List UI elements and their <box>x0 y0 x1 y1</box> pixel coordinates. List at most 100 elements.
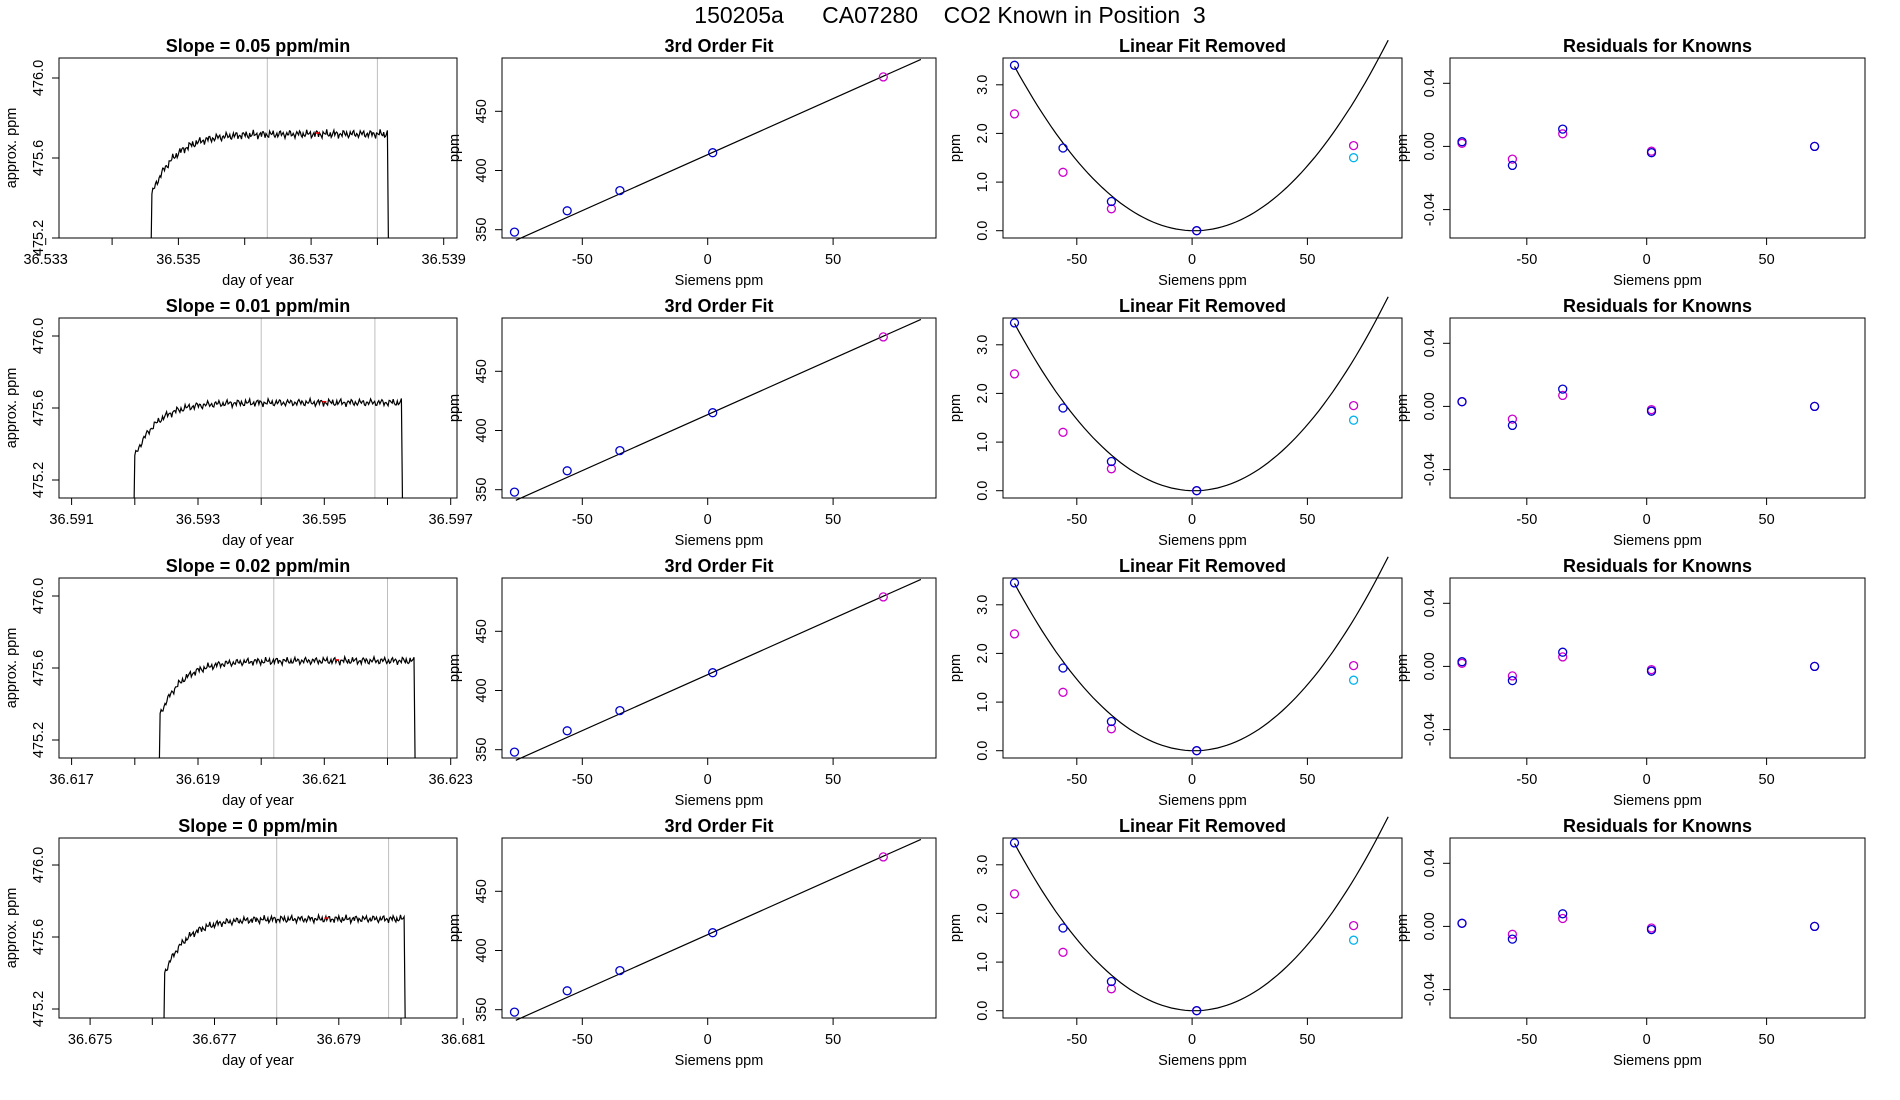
data-point-pass1 <box>1009 60 1020 70</box>
y-axis-label: ppm <box>948 134 964 162</box>
data-point <box>615 445 625 456</box>
data-point-pass1 <box>1348 415 1359 425</box>
x-tick-label: 36.537 <box>289 252 333 268</box>
data-point-pass2 <box>1106 204 1117 214</box>
y-tick-label: 0.00 <box>1422 392 1438 420</box>
data-point <box>878 72 888 82</box>
y-axis-label: ppm <box>948 654 964 682</box>
residual-point-pass1 <box>1809 661 1820 672</box>
y-axis-label: ppm <box>447 394 463 422</box>
x-tick-label: 0 <box>1188 1032 1196 1048</box>
panel-title: Slope = 0.01 ppm/min <box>166 296 351 316</box>
x-tick-label: 36.535 <box>156 252 200 268</box>
x-tick-label: -50 <box>1066 512 1087 528</box>
panel-title: Linear Fit Removed <box>1119 816 1286 836</box>
panel-fit-row2: 3rd Order Fit Siemens ppm ppm -50 0 50 350 400 4… <box>447 556 937 809</box>
y-tick-label: 350 <box>474 998 490 1022</box>
data-point-pass1 <box>1058 923 1068 933</box>
y-tick-label: -0.04 <box>1422 713 1438 746</box>
x-tick-label: -50 <box>1066 772 1087 788</box>
data-point-pass1 <box>1348 935 1359 945</box>
y-tick-label: 475.2 <box>31 991 47 1027</box>
panel-title: 3rd Order Fit <box>664 556 773 576</box>
data-point <box>509 747 520 757</box>
x-tick-label: 0 <box>1643 1032 1651 1048</box>
fit-curve <box>515 58 922 241</box>
x-tick-label: 0 <box>1188 252 1196 268</box>
y-tick-label: 1.0 <box>975 432 991 452</box>
data-point-pass2 <box>1058 687 1068 697</box>
y-tick-label: 450 <box>474 879 490 903</box>
fit-curve <box>515 838 922 1021</box>
y-axis-label: approx. ppm <box>4 888 20 969</box>
x-axis-label: Siemens ppm <box>1613 1053 1702 1069</box>
data-point-pass2 <box>1348 660 1359 671</box>
data-point-pass1 <box>1106 196 1117 207</box>
x-axis-label: Siemens ppm <box>1158 793 1247 809</box>
x-tick-label: 0 <box>704 1032 712 1048</box>
x-axis-label: day of year <box>222 1053 294 1069</box>
y-tick-label: 0.0 <box>975 481 991 501</box>
concentration-trace <box>133 396 404 498</box>
y-tick-label: 400 <box>474 158 490 182</box>
y-axis-label: ppm <box>447 134 463 162</box>
data-point-pass1 <box>1009 838 1020 848</box>
panel-linear-removed-row1: Linear Fit Removed Siemens ppm ppm -50 0 50 0.… <box>948 296 1403 549</box>
panel-title: Slope = 0 ppm/min <box>178 816 338 836</box>
data-point-pass2 <box>1348 140 1359 151</box>
y-tick-label: 0.04 <box>1422 329 1438 357</box>
x-tick-label: 50 <box>825 252 841 268</box>
panel-timeseries-row0: Slope = 0.05 ppm/min day of year approx. p… <box>4 36 466 289</box>
panel-timeseries-row3: Slope = 0 ppm/min day of year approx. ppm 3… <box>4 816 485 1069</box>
panel-title: Linear Fit Removed <box>1119 36 1286 56</box>
data-point-pass1 <box>1009 318 1020 328</box>
y-tick-label: 3.0 <box>975 75 991 95</box>
panel-title: Linear Fit Removed <box>1119 556 1286 576</box>
y-tick-label: 475.2 <box>31 462 47 498</box>
data-point <box>562 466 572 476</box>
x-tick-label: 50 <box>1299 252 1315 268</box>
panel-residuals-row2: Residuals for Knowns Siemens ppm ppm -50 0 50… <box>1395 556 1866 809</box>
plot-frame <box>1002 317 1403 499</box>
panel-linear-removed-row0: Linear Fit Removed Siemens ppm ppm -50 0 50 0.… <box>948 36 1403 289</box>
data-point-pass2 <box>1106 724 1117 734</box>
residual-point-pass1 <box>1507 420 1518 431</box>
residual-point-pass1 <box>1457 918 1467 928</box>
panel-title: Slope = 0.02 ppm/min <box>166 556 351 576</box>
panel-fit-row0: 3rd Order Fit Siemens ppm ppm -50 0 50 350 400 4… <box>447 36 937 289</box>
data-point-pass1 <box>1106 716 1117 727</box>
residual-point-pass2 <box>1558 390 1568 401</box>
data-point <box>878 852 888 862</box>
fit-curve <box>515 318 922 501</box>
y-tick-label: -0.04 <box>1422 193 1438 226</box>
x-axis-label: Siemens ppm <box>675 273 764 289</box>
data-point <box>708 928 718 938</box>
data-point-pass1 <box>1009 578 1020 588</box>
data-point <box>615 705 625 716</box>
x-tick-label: 50 <box>1299 512 1315 528</box>
y-tick-label: 400 <box>474 678 490 702</box>
residual-point-pass1 <box>1507 160 1518 171</box>
residual-point-pass1 <box>1646 148 1657 158</box>
residual-point-pass1 <box>1646 924 1657 935</box>
panel-timeseries-row2: Slope = 0.02 ppm/min day of year approx. p… <box>4 556 473 809</box>
x-tick-label: 36.591 <box>49 512 93 528</box>
x-axis-label: Siemens ppm <box>1613 533 1702 549</box>
x-axis-label: Siemens ppm <box>1158 533 1247 549</box>
y-tick-label: 475.6 <box>31 650 47 686</box>
y-tick-label: 476.0 <box>31 578 47 614</box>
x-axis-label: Siemens ppm <box>675 793 764 809</box>
y-tick-label: 400 <box>474 418 490 442</box>
y-tick-label: 0.04 <box>1422 69 1438 97</box>
x-tick-label: 50 <box>1299 1032 1315 1048</box>
x-tick-label: 0 <box>704 252 712 268</box>
x-tick-label: -50 <box>1516 252 1537 268</box>
data-point-pass2 <box>1009 109 1020 119</box>
data-point-pass2 <box>1106 464 1117 474</box>
data-point-pass2 <box>1009 889 1020 899</box>
data-point <box>878 332 888 342</box>
plot-frame <box>1002 837 1403 1019</box>
panel-title: 3rd Order Fit <box>664 36 773 56</box>
x-tick-label: -50 <box>572 772 593 788</box>
